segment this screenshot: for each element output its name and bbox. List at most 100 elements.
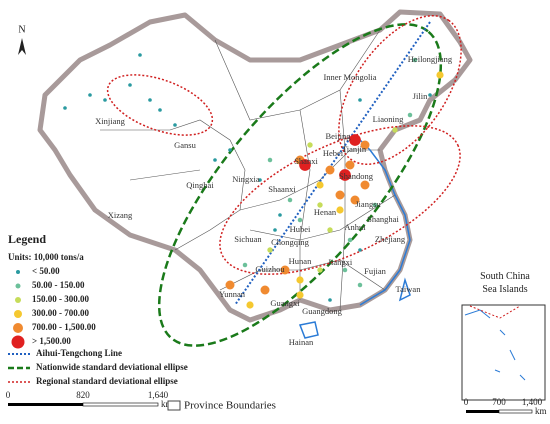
province-label: Beijing xyxy=(325,131,351,141)
legend-swatch xyxy=(14,310,22,318)
scale-label: 1,640 xyxy=(148,390,169,400)
point xyxy=(325,165,335,175)
point xyxy=(63,106,67,110)
point xyxy=(342,267,348,273)
coastline xyxy=(298,139,411,339)
point xyxy=(213,158,217,162)
legend-label: 150.00 - 300.00 xyxy=(32,294,89,304)
legend-line-label: Regional standard deviational ellipse xyxy=(36,376,178,386)
point xyxy=(173,123,177,127)
legend-swatch xyxy=(15,283,21,289)
point xyxy=(336,206,344,214)
legend-label: 50.00 - 150.00 xyxy=(32,280,85,290)
province-label: Guangxi xyxy=(270,298,300,308)
boundary-swatch xyxy=(167,400,181,411)
facility-points xyxy=(63,53,444,309)
province-label: Guangdong xyxy=(302,306,342,316)
aihui-tengchong-line xyxy=(234,21,431,306)
province-label: Xizang xyxy=(108,210,133,220)
province-label: Xinjiang xyxy=(95,116,125,126)
legend-label: < 50.00 xyxy=(32,266,60,276)
regional-ellipse xyxy=(219,125,461,275)
nationwide-ellipse xyxy=(157,23,443,347)
point xyxy=(412,57,418,63)
point xyxy=(158,108,162,112)
province-label: Fujian xyxy=(364,266,386,276)
legend-line-label: Aihui-Tengchong Line xyxy=(36,348,122,358)
scale-label: 0 xyxy=(464,397,469,407)
province-label: Ningxia xyxy=(232,174,260,184)
province-label: Jiangxi xyxy=(328,257,353,267)
scale-segment xyxy=(466,410,499,413)
point xyxy=(138,53,142,57)
legend-swatch xyxy=(16,270,20,274)
province-label: Qinghai xyxy=(186,180,214,190)
point xyxy=(297,217,303,223)
inset-islands xyxy=(464,309,526,381)
province-label: Sichuan xyxy=(234,234,262,244)
point xyxy=(357,282,363,288)
north-label: N xyxy=(18,24,25,35)
point xyxy=(296,291,304,299)
point xyxy=(278,213,282,217)
point xyxy=(339,169,351,181)
province-label: Shanxi xyxy=(294,156,318,166)
point xyxy=(327,227,333,233)
legend-swatch xyxy=(15,297,21,303)
point xyxy=(273,228,277,232)
province-label: Shaanxi xyxy=(268,184,296,194)
point xyxy=(267,157,273,163)
point xyxy=(335,190,345,200)
province-label: Yunnan xyxy=(219,289,246,299)
point xyxy=(317,202,323,208)
north-arrow xyxy=(18,38,26,55)
scale-segment xyxy=(8,403,83,406)
province-label: Liaoning xyxy=(373,114,404,124)
legend-swatch xyxy=(13,323,23,333)
province-label: Zhejiang xyxy=(375,234,406,244)
province-label: Shandong xyxy=(339,171,374,181)
regional-ellipse xyxy=(106,74,214,136)
point xyxy=(246,301,254,309)
point xyxy=(258,178,262,182)
point xyxy=(299,159,311,171)
legend-label: 700.00 - 1,500.00 xyxy=(32,322,96,332)
point xyxy=(225,280,235,290)
point xyxy=(242,262,248,268)
scale-label: 820 xyxy=(76,390,90,400)
point xyxy=(307,142,313,148)
point xyxy=(360,180,370,190)
legend-swatch xyxy=(11,335,25,349)
legend-label: 300.00 - 700.00 xyxy=(32,308,89,318)
inset-frame xyxy=(461,304,546,401)
point xyxy=(280,265,290,275)
legend-title: Legend xyxy=(8,232,46,246)
point xyxy=(345,160,355,170)
point xyxy=(128,83,132,87)
point xyxy=(358,248,362,252)
scale-label: 1,400 xyxy=(522,397,543,407)
point xyxy=(267,247,273,253)
province-label: Jiangsu xyxy=(355,199,381,209)
province-label: Jilin xyxy=(413,91,428,101)
province-label: Gansu xyxy=(174,140,196,150)
province-labels: Heilongjiang Jilin Inner Mongolia Liaoning X… xyxy=(95,54,453,347)
point xyxy=(260,285,270,295)
point xyxy=(360,140,370,150)
province-label: Hubei xyxy=(290,224,311,234)
inset-ellipse xyxy=(469,305,521,319)
province-label: Taiwan xyxy=(396,284,422,294)
province-label: Heilongjiang xyxy=(408,54,453,64)
point xyxy=(347,237,353,243)
point xyxy=(349,134,361,146)
province-label: Henan xyxy=(314,207,337,217)
point xyxy=(358,98,362,102)
point xyxy=(148,98,152,102)
province-label: Chongqing xyxy=(271,237,310,247)
province-label: Hunan xyxy=(289,256,312,266)
point xyxy=(407,112,413,118)
province-label: Anhui xyxy=(344,222,366,232)
point xyxy=(392,127,398,133)
